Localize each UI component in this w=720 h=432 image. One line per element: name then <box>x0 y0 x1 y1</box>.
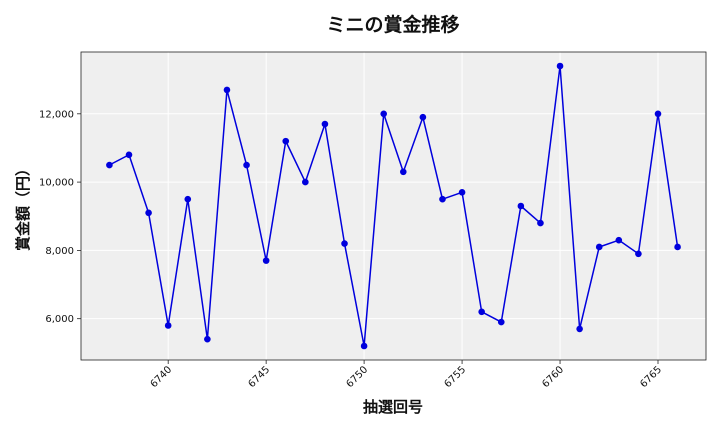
data-point <box>517 202 525 210</box>
series-line <box>106 62 681 350</box>
plot-area <box>81 52 706 360</box>
y-axis: 6,000 8,000 10,000 12,000 <box>39 109 81 325</box>
data-point <box>380 110 388 118</box>
data-point <box>243 161 250 169</box>
data-point <box>478 308 485 316</box>
x-tick-label: 6765 <box>638 364 664 390</box>
data-point <box>497 318 505 326</box>
y-tick-label: 10,000 <box>39 178 74 189</box>
x-tick-label: 6760 <box>540 364 566 390</box>
data-point <box>262 257 270 264</box>
plot-frame <box>80 51 707 361</box>
data-point <box>595 243 603 251</box>
data-point <box>164 322 172 329</box>
series-path <box>109 65 679 347</box>
data-point <box>654 110 662 118</box>
x-tick-label: 6755 <box>442 364 468 390</box>
data-point <box>184 195 192 203</box>
data-point <box>674 243 681 251</box>
data-point <box>106 161 113 169</box>
grid <box>81 52 706 360</box>
chart-title: ミニの賞金推移 <box>326 13 459 36</box>
data-point <box>537 219 544 227</box>
x-tick-label: 6750 <box>344 364 370 390</box>
data-point <box>439 195 446 203</box>
x-axis-label: 抽選回号 <box>363 398 423 416</box>
x-tick-label: 6745 <box>246 364 272 390</box>
data-point <box>360 342 368 350</box>
data-point <box>125 151 133 159</box>
data-point <box>145 209 152 217</box>
data-point <box>341 240 348 247</box>
x-axis: 6740 6745 6750 6755 6760 6765 <box>149 360 664 390</box>
y-axis-label: 賞金額（円） <box>14 161 32 251</box>
y-tick-label: 12,000 <box>39 109 74 120</box>
y-tick-label: 8,000 <box>45 246 74 257</box>
data-point <box>635 250 642 258</box>
data-point <box>321 120 329 128</box>
data-point <box>399 168 407 176</box>
data-point <box>458 189 466 196</box>
data-point <box>223 86 231 94</box>
x-tick-label: 6740 <box>149 364 175 390</box>
data-point <box>576 325 583 333</box>
y-tick-label: 6,000 <box>45 314 74 325</box>
data-point <box>615 236 623 244</box>
data-point <box>282 137 290 145</box>
data-point <box>302 178 309 186</box>
data-point <box>204 335 211 343</box>
data-point <box>556 62 564 70</box>
data-point <box>419 113 427 121</box>
